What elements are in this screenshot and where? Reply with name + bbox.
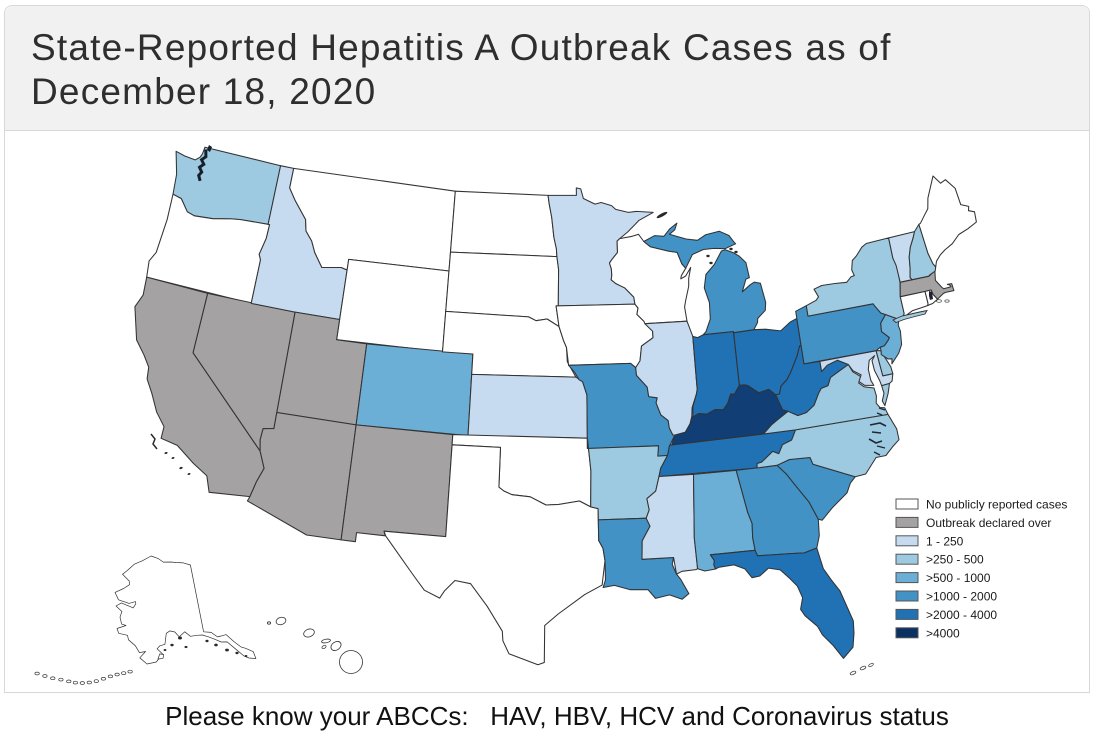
svg-text:>250 - 500: >250 - 500 [926,553,984,567]
svg-text:1 - 250: 1 - 250 [926,534,964,548]
svg-text:>1000 - 2000: >1000 - 2000 [926,590,997,604]
svg-text:Outbreak declared over: Outbreak declared over [926,516,1051,530]
svg-text:No publicly reported cases: No publicly reported cases [926,498,1067,512]
svg-text:>4000: >4000 [926,626,960,640]
svg-text:>2000 - 4000: >2000 - 4000 [926,608,997,622]
svg-text:>500 - 1000: >500 - 1000 [926,571,991,585]
